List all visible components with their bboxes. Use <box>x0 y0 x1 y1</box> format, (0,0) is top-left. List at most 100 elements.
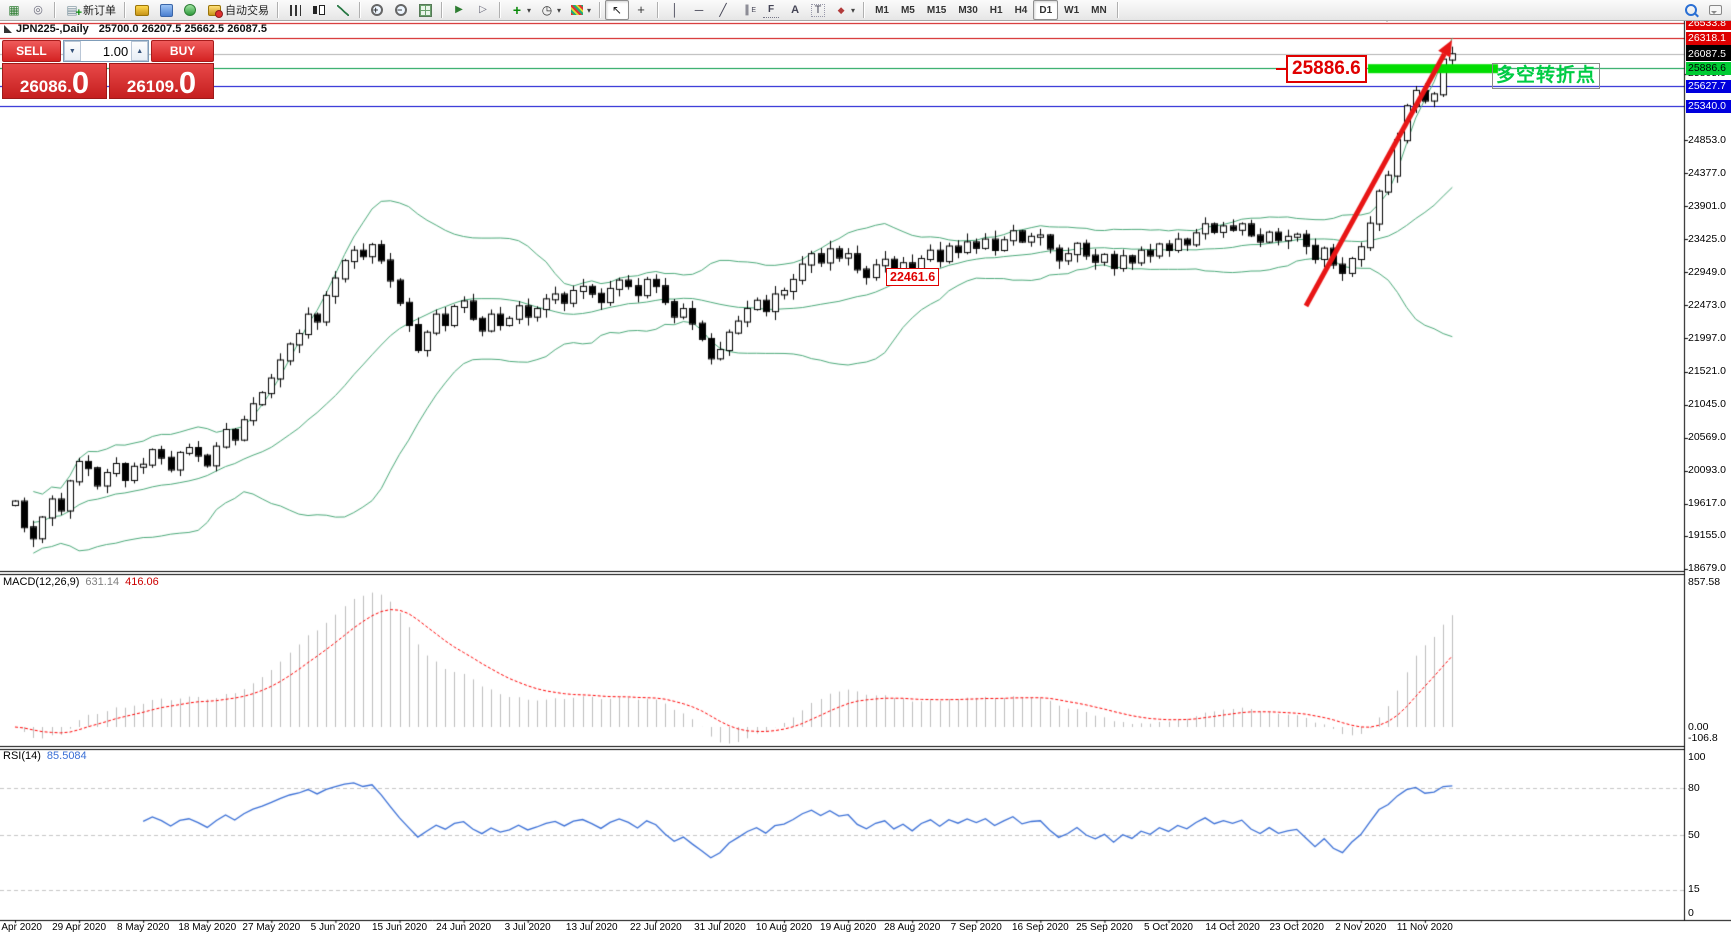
main-toolbar: ▦◎▤新订单自动交易▶▷+▾◷▾▾↖+│─╱∥FAT◆▾M1M5M15M30H1… <box>0 0 1731 21</box>
tf-m30[interactable]: M30 <box>958 4 978 16</box>
macd-indicator-label: MACD(12,26,9) 631.14 416.06 <box>3 576 159 588</box>
date-tick-label: 19 Aug 2020 <box>820 922 877 933</box>
zoom-in-icon <box>369 3 385 17</box>
price-tick-label: 21521.0 <box>1688 365 1726 378</box>
buy-price-main: 26109 <box>126 77 175 96</box>
one-click-trading-panel: SELL ▼ 1.00 ▲ BUY 26086. 0 26109. 0 <box>2 40 214 99</box>
tf-m15[interactable]: M15 <box>926 4 947 16</box>
zoom-out-button[interactable] <box>389 0 413 20</box>
community-button[interactable] <box>178 0 202 20</box>
date-tick-label: 20 Apr 2020 <box>0 922 42 933</box>
buy-button[interactable]: BUY <box>151 40 214 62</box>
tf-h4[interactable]: H4 <box>1014 4 1028 16</box>
vline-icon: │ <box>671 3 679 17</box>
sell-price-main: 26086 <box>19 77 68 96</box>
date-tick-label: 24 Jun 2020 <box>436 922 492 933</box>
zoom-in-button[interactable] <box>365 0 389 20</box>
periods-button-dropdown[interactable]: ▾ <box>557 5 562 15</box>
toolbar-group-timeframes: M1 M5 M15 M30 H1 H4 D1 W1 MN <box>867 0 1115 20</box>
text-button[interactable]: A <box>783 0 807 20</box>
tf-mn[interactable]: MN <box>1091 4 1107 16</box>
volume-stepper[interactable]: ▼ 1.00 ▲ <box>62 40 150 62</box>
macd-tick-label: 857.58 <box>1688 576 1721 589</box>
indicators-button[interactable]: + ▾ <box>505 0 535 20</box>
tf-m5[interactable]: M5 <box>900 4 915 16</box>
date-tick-label: 5 Oct 2020 <box>1144 922 1193 933</box>
tf-m1[interactable]: M1 <box>875 4 889 16</box>
rsi-value: 85.5084 <box>46 750 87 762</box>
toolbar-group-insert: + ▾ ◷ ▾ ▾ <box>503 0 597 20</box>
macd-tick-label: 0.00 <box>1688 720 1709 733</box>
indicators-button-dropdown[interactable]: ▾ <box>527 5 532 15</box>
tf-h1[interactable]: H1 <box>989 4 1003 16</box>
toolbar-group-zoom <box>363 0 439 20</box>
chat-button[interactable] <box>1703 0 1727 20</box>
crosshair-button[interactable]: + <box>629 0 653 20</box>
chart-shift-button[interactable]: ▷ <box>471 0 495 20</box>
price-tick-label: 19155.0 <box>1688 529 1726 542</box>
trendline-button[interactable]: ╱ <box>711 0 735 20</box>
shapes-button-dropdown[interactable]: ▾ <box>851 5 856 15</box>
line-chart-button[interactable] <box>331 0 355 20</box>
macd-tick-label: -106.8 <box>1688 732 1718 745</box>
fibonacci-button[interactable]: F <box>759 0 783 20</box>
volume-increase-arrow[interactable]: ▲ <box>131 41 149 61</box>
tile-windows-button[interactable] <box>413 0 437 20</box>
autotrading-button[interactable]: 自动交易 <box>202 0 273 20</box>
trend-note-annotation[interactable]: 多空转折点 <box>1492 63 1601 89</box>
price-line-label: 25627.7 <box>1686 79 1731 93</box>
price-tick-label: 22473.0 <box>1688 298 1726 311</box>
resistance-price-callout[interactable]: 25886.6 <box>1276 55 1367 83</box>
date-tick-label: 27 May 2020 <box>242 922 301 933</box>
toolbar-separator <box>863 2 866 18</box>
autotrading-icon <box>206 3 223 18</box>
new-order-button[interactable]: ▤新订单 <box>60 0 120 20</box>
toolbar-group-services: 自动交易 <box>128 0 275 20</box>
price-line-label: 25340.0 <box>1686 99 1731 113</box>
tf-d1[interactable]: D1 <box>1033 0 1059 20</box>
auto-scroll-button[interactable]: ▶ <box>447 0 471 20</box>
cursor-button[interactable]: ↖ <box>605 0 630 20</box>
toolbar-group-chart-modes <box>281 0 357 20</box>
price-tick-label: 23901.0 <box>1688 199 1726 212</box>
template-button-dropdown[interactable]: ▾ <box>587 5 592 15</box>
vertical-line-button[interactable]: │ <box>663 0 687 20</box>
label-icon: T <box>811 3 826 17</box>
volume-value[interactable]: 1.00 <box>102 43 129 59</box>
profiles-button[interactable]: ◎ <box>26 0 50 20</box>
sell-button[interactable]: SELL <box>2 40 61 62</box>
volume-decrease-arrow[interactable]: ▼ <box>63 41 81 61</box>
toolbar-separator <box>277 2 279 18</box>
buy-price-display[interactable]: 26109. 0 <box>109 63 214 99</box>
support-price-callout[interactable]: 22461.6 <box>886 268 940 286</box>
toolbar-group-order: ▤新订单 <box>58 0 122 20</box>
shapes-icon: ◆ <box>837 5 845 15</box>
channel-button[interactable]: ∥ <box>735 0 759 20</box>
search-button[interactable] <box>1679 0 1703 20</box>
new-chart-button[interactable]: ▦ <box>2 0 26 20</box>
price-tick-label: 20093.0 <box>1688 464 1726 477</box>
periods-button[interactable]: ◷ ▾ <box>535 0 565 20</box>
sell-price-big-digit: 0 <box>71 65 90 100</box>
contacts-button[interactable] <box>154 0 178 20</box>
wallet-button[interactable] <box>130 0 154 20</box>
date-tick-label: 22 Jul 2020 <box>629 922 682 933</box>
bar-chart-button[interactable] <box>283 0 307 20</box>
horizontal-line-button[interactable]: ─ <box>687 0 711 20</box>
shapes-button[interactable]: ◆ ▾ <box>829 0 859 20</box>
template-button[interactable]: ▾ <box>565 0 595 20</box>
price-tick-label: 24377.0 <box>1688 166 1726 179</box>
tf-w1[interactable]: W1 <box>1064 4 1080 16</box>
toolbar-group-pointer: ↖ + <box>603 0 655 20</box>
candlestick-chart-button[interactable] <box>307 0 331 20</box>
label-button[interactable]: T <box>807 0 829 20</box>
price-tick-label: 19617.0 <box>1688 497 1726 510</box>
toolbar-right <box>1679 0 1727 20</box>
sell-price-display[interactable]: 26086. 0 <box>2 63 107 99</box>
price-tick-label: 18679.0 <box>1688 562 1726 575</box>
toolbar-separator <box>54 2 56 18</box>
cursor-icon: ↖ <box>612 3 623 17</box>
magnifier-window-icon: ◎ <box>33 4 43 16</box>
